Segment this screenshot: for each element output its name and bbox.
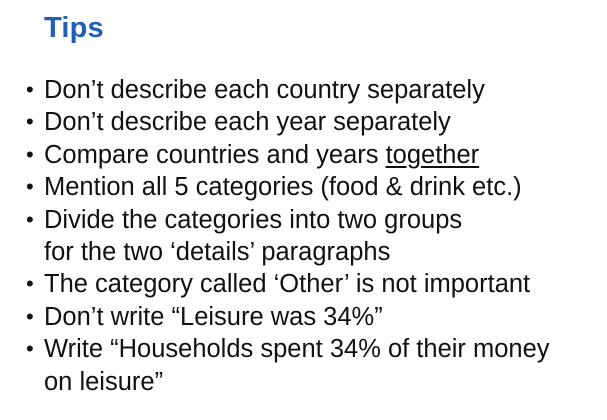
list-item: • Don’t describe each year separately	[22, 106, 602, 138]
bullet-icon: •	[26, 141, 34, 167]
bullet-icon: •	[26, 109, 34, 135]
bullet-text: Don’t describe each year separately	[44, 108, 451, 137]
list-item: • Don’t describe each country separately	[22, 74, 602, 106]
list-item: • Divide the categories into two groups …	[22, 204, 602, 269]
bullet-icon: •	[26, 336, 34, 362]
bullet-icon: •	[26, 174, 34, 200]
bullet-icon: •	[26, 77, 34, 102]
list-item: • Don’t write “Leisure was 34%”	[22, 301, 602, 333]
bullet-icon: •	[26, 206, 34, 232]
slide-title: Tips	[44, 12, 104, 44]
list-item: • The category called ‘Other’ is not imp…	[22, 268, 602, 300]
bullet-text: Compare countries and years together	[44, 139, 602, 171]
bullet-text: Don’t describe each country separately	[44, 76, 485, 104]
bullet-text: Write “Households spent 34% of their mon…	[44, 335, 550, 364]
bullet-icon: •	[26, 303, 34, 329]
list-item: • Write “Households spent 34% of their m…	[22, 333, 602, 398]
list-item: • Mention all 5 categories (food & drink…	[22, 171, 602, 203]
bullet-text: Don’t write “Leisure was 34%”	[44, 302, 383, 331]
bullet-text: Divide the categories into two groups	[44, 205, 463, 234]
tips-list: • Don’t describe each country separately…	[22, 74, 602, 398]
bullet-text-prefix: Compare countries and years	[44, 140, 386, 169]
bullet-text: Mention all 5 categories (food & drink e…	[44, 173, 522, 202]
list-item: • Compare countries and years together	[22, 139, 602, 171]
bullet-text-continued: for the two ‘details’ paragraphs	[44, 238, 391, 267]
bullet-text-continued: on leisure”	[44, 367, 164, 396]
emphasis-text: together	[385, 140, 480, 169]
bullet-text: The category called ‘Other’ is not impor…	[44, 270, 531, 299]
bullet-icon: •	[26, 271, 34, 297]
